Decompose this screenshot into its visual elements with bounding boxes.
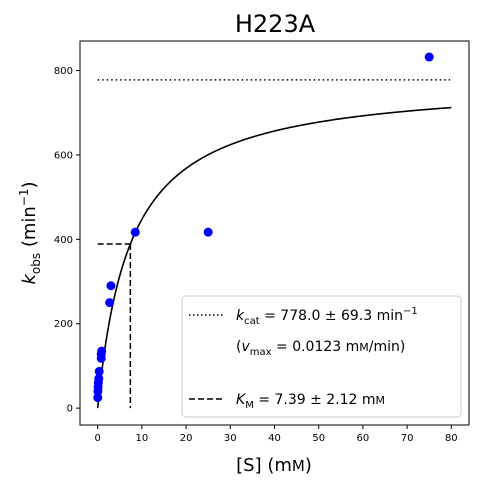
legend-box [181, 295, 462, 418]
legend-label-km: KM = 7.39 ± 2.12 mM [236, 392, 385, 411]
data-point [94, 366, 104, 376]
legend-label-kcat: kcat = 778.0 ± 69.3 min−1 [236, 306, 418, 327]
y-tick-label: 800 [54, 66, 73, 77]
legend: kcat = 778.0 ± 69.3 min−1 (vmax = 0.0123… [181, 295, 462, 418]
data-point [93, 393, 103, 403]
fit-curve [96, 106, 452, 409]
legend-label-vmax: (vmax = 0.0123 mM/min) [236, 339, 405, 358]
x-tick-label: 0 [94, 433, 100, 444]
x-tick-label: 60 [357, 433, 370, 444]
x-tick-label: 20 [180, 433, 193, 444]
y-axis: 0 200 400 600 800 [54, 66, 80, 415]
y-tick-label: 0 [67, 404, 73, 415]
x-tick-label: 70 [401, 433, 414, 444]
y-tick-label: 400 [54, 235, 73, 246]
y-tick-label: 200 [54, 319, 73, 330]
chart-title: H223A [235, 10, 316, 38]
data-point [97, 346, 107, 356]
series-layer [93, 52, 452, 409]
x-tick-label: 10 [136, 433, 149, 444]
x-axis-title: [S] (mM) [236, 455, 312, 476]
data-point [424, 52, 434, 62]
x-axis: 0 10 20 30 40 50 60 70 80 [94, 425, 458, 444]
data-point [130, 227, 140, 237]
data-point [203, 227, 213, 237]
y-tick-label: 600 [54, 150, 73, 161]
data-point [106, 281, 116, 291]
x-tick-label: 40 [268, 433, 281, 444]
data-point [105, 298, 115, 308]
data-point [94, 374, 104, 384]
x-tick-label: 30 [224, 433, 237, 444]
x-tick-label: 50 [312, 433, 325, 444]
y-axis-title: kobs (min−1) [17, 181, 43, 284]
x-tick-label: 80 [445, 433, 458, 444]
